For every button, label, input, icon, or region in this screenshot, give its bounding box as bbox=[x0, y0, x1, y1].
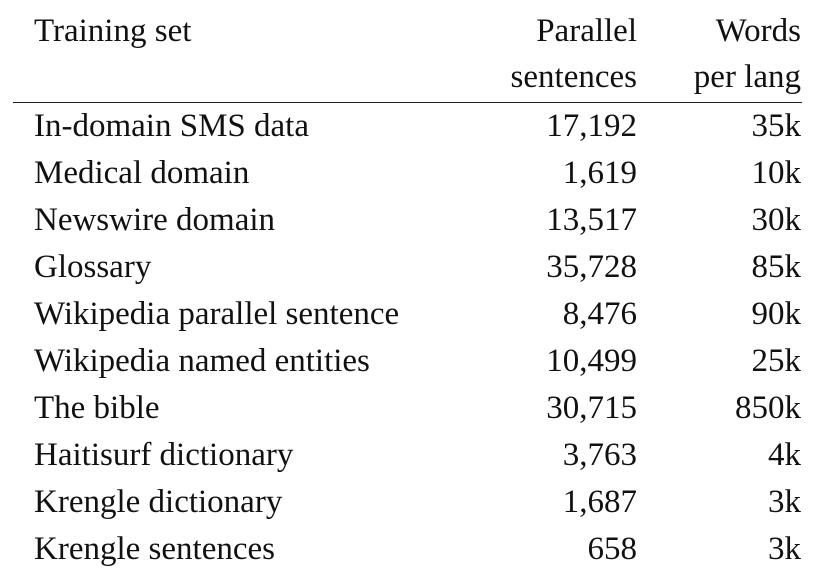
header-words-line1: Words bbox=[715, 13, 801, 49]
table-row: Glossary 35,728 85k bbox=[0, 244, 813, 291]
table-row: Krengle dictionary 1,687 3k bbox=[0, 479, 813, 526]
header-rule bbox=[13, 102, 802, 103]
table-header: Training set Parallel sentences Words pe… bbox=[0, 0, 813, 104]
row-parallel-sentences: 658 bbox=[587, 531, 638, 567]
row-name: The bible bbox=[34, 390, 160, 426]
row-words-per-lang: 4k bbox=[768, 437, 801, 473]
table-row: The bible 30,715 850k bbox=[0, 385, 813, 432]
row-parallel-sentences: 8,476 bbox=[562, 296, 637, 332]
row-name: Newswire domain bbox=[34, 202, 276, 238]
table-row: In-domain SMS data 17,192 35k bbox=[0, 103, 813, 150]
header-parallel-sentences: Parallel sentences bbox=[511, 8, 637, 100]
row-words-per-lang: 3k bbox=[768, 484, 801, 520]
row-words-per-lang: 85k bbox=[751, 249, 802, 285]
table-body: In-domain SMS data 17,192 35k Medical do… bbox=[0, 103, 813, 573]
row-parallel-sentences: 30,715 bbox=[546, 390, 637, 426]
row-parallel-sentences: 3,763 bbox=[562, 437, 637, 473]
table-row: Newswire domain 13,517 30k bbox=[0, 197, 813, 244]
row-parallel-sentences: 1,687 bbox=[562, 484, 637, 520]
header-training-set: Training set bbox=[34, 8, 191, 54]
table-row: Wikipedia parallel sentence 8,476 90k bbox=[0, 291, 813, 338]
row-name: Krengle dictionary bbox=[34, 484, 283, 520]
header-parallel-line2: sentences bbox=[510, 59, 637, 95]
table-row: Medical domain 1,619 10k bbox=[0, 150, 813, 197]
table-row: Wikipedia named entities 10,499 25k bbox=[0, 338, 813, 385]
row-name: Medical domain bbox=[34, 155, 250, 191]
header-words-line2: per lang bbox=[693, 59, 801, 95]
row-name: Wikipedia parallel sentence bbox=[34, 296, 400, 332]
header-training-set-label: Training set bbox=[34, 13, 192, 49]
row-name: In-domain SMS data bbox=[34, 108, 309, 144]
header-words-per-lang: Words per lang bbox=[694, 8, 801, 100]
row-parallel-sentences: 10,499 bbox=[546, 343, 637, 379]
row-parallel-sentences: 17,192 bbox=[546, 108, 637, 144]
row-words-per-lang: 35k bbox=[751, 108, 802, 144]
table-row: Krengle sentences 658 3k bbox=[0, 526, 813, 573]
row-words-per-lang: 90k bbox=[751, 296, 802, 332]
row-parallel-sentences: 35,728 bbox=[546, 249, 637, 285]
row-parallel-sentences: 13,517 bbox=[546, 202, 637, 238]
table-row: Haitisurf dictionary 3,763 4k bbox=[0, 432, 813, 479]
row-words-per-lang: 30k bbox=[751, 202, 802, 238]
row-name: Glossary bbox=[34, 249, 152, 285]
row-name: Wikipedia named entities bbox=[34, 343, 370, 379]
row-words-per-lang: 25k bbox=[751, 343, 802, 379]
row-words-per-lang: 850k bbox=[735, 390, 801, 426]
row-name: Krengle sentences bbox=[34, 531, 275, 567]
row-parallel-sentences: 1,619 bbox=[562, 155, 637, 191]
row-words-per-lang: 3k bbox=[768, 531, 801, 567]
row-name: Haitisurf dictionary bbox=[34, 437, 294, 473]
header-parallel-line1: Parallel bbox=[536, 13, 637, 49]
row-words-per-lang: 10k bbox=[751, 155, 802, 191]
